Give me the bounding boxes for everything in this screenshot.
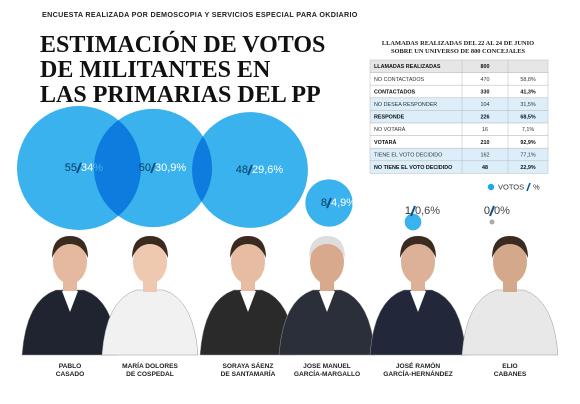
portrait-hair bbox=[52, 236, 88, 258]
table-row bbox=[369, 160, 549, 174]
table-cell: 226 bbox=[481, 115, 490, 121]
table-cell: 22,9% bbox=[520, 165, 535, 171]
bubble-percent: 0,6% bbox=[415, 205, 440, 217]
bubble-percent: 4,9% bbox=[331, 197, 356, 209]
legend-swatch bbox=[487, 183, 495, 191]
table-cell: TIENE EL VOTO DECIDIDO bbox=[374, 152, 442, 158]
table-cell: 7,1% bbox=[522, 127, 534, 133]
bubble-votes: 8 bbox=[321, 197, 327, 209]
bubble bbox=[404, 213, 422, 231]
portrait-head bbox=[53, 240, 87, 284]
candidate-name: MARÍA DOLORES bbox=[122, 361, 178, 370]
portrait-hair bbox=[230, 236, 266, 258]
portraits bbox=[21, 236, 559, 356]
bubble-slash bbox=[326, 197, 332, 209]
legend-label: VOTOS bbox=[498, 182, 524, 191]
table-cell: NO DESEA RESPONDER bbox=[374, 102, 437, 108]
portrait-head bbox=[310, 240, 344, 284]
kicker: ENCUESTA REALIZADA POR DEMOSCOPIA Y SERV… bbox=[42, 10, 358, 19]
candidate-name: DE SANTAMARÍA bbox=[221, 369, 276, 378]
portrait-shirt bbox=[410, 291, 426, 312]
bubble-votes: 0 bbox=[484, 205, 490, 217]
table-cell: 330 bbox=[481, 89, 490, 95]
bubble-percent: 0% bbox=[494, 205, 510, 217]
portrait-hair bbox=[132, 236, 168, 258]
portrait-body bbox=[278, 289, 376, 356]
table-cell: NO CONTACTADOS bbox=[374, 77, 425, 83]
table-cell: VOTARÁ bbox=[374, 139, 396, 146]
portrait-body bbox=[461, 289, 559, 356]
candidate-name: CASADO bbox=[56, 371, 85, 378]
table-cell: 77,1% bbox=[520, 152, 535, 158]
bubble-votes: 50 bbox=[139, 162, 151, 174]
bubble bbox=[489, 219, 495, 225]
table-cell: 210 bbox=[481, 140, 490, 146]
title-line: DE MILITANTES EN bbox=[40, 57, 271, 83]
candidate-name: CABANES bbox=[494, 371, 527, 378]
table-cell: LLAMADAS REALIZADAS bbox=[374, 64, 441, 70]
bubble-votes: 55 bbox=[65, 162, 77, 174]
table-caption: LLAMADAS REALIZADAS DEL 22 AL 24 DE JUNI… bbox=[382, 40, 534, 47]
candidate-name: GARCÍA-HERNÁNDEZ bbox=[383, 369, 453, 378]
title-line: ESTIMACIÓN DE VOTOS bbox=[40, 31, 325, 58]
legend-slash bbox=[526, 182, 531, 192]
portrait-head bbox=[493, 240, 527, 284]
table-cell: 470 bbox=[481, 77, 490, 83]
table-cell: 16 bbox=[482, 127, 488, 133]
bubble-percent: 30,9% bbox=[155, 162, 186, 174]
table-cell: 92,9% bbox=[520, 140, 535, 146]
table-cell: 104 bbox=[481, 102, 490, 108]
portrait-head bbox=[133, 240, 167, 284]
table-cell: 48 bbox=[482, 165, 488, 171]
bubble-votes: 1 bbox=[405, 205, 411, 217]
bubble-slash bbox=[247, 164, 253, 176]
bubble-slash bbox=[150, 162, 156, 174]
portrait-shirt bbox=[62, 291, 78, 312]
table-caption: SOBRE UN UNIVERSO DE 800 CONCEJALES bbox=[391, 48, 525, 55]
table-cell: NO VOTARÁ bbox=[374, 126, 406, 133]
portrait-hair bbox=[492, 236, 528, 258]
candidate-name: GARCÍA-MARGALLO bbox=[294, 369, 360, 378]
table-cell: CONTACTADOS bbox=[374, 89, 416, 95]
portrait-shirt bbox=[319, 291, 335, 312]
portrait-hair bbox=[400, 236, 436, 258]
table-cell: NO TIENE EL VOTO DECIDIDO bbox=[374, 165, 452, 171]
portrait-body bbox=[101, 289, 199, 356]
legend-label: % bbox=[533, 182, 540, 191]
table-cell: 800 bbox=[481, 64, 490, 70]
candidate-name: SORAYA SÁENZ bbox=[223, 361, 274, 370]
table-cell: 31,5% bbox=[520, 102, 535, 108]
candidate-name: JOSÉ RAMÓN bbox=[396, 361, 441, 370]
candidate-name: PABLO bbox=[59, 363, 82, 370]
title-line: LAS PRIMARIAS DEL PP bbox=[40, 82, 321, 108]
portrait-shirt bbox=[240, 291, 256, 312]
portrait-head bbox=[231, 240, 265, 284]
bubble-slash bbox=[76, 162, 82, 174]
candidate-name: DE COSPEDAL bbox=[126, 371, 174, 378]
table-cell: 41,3% bbox=[520, 89, 535, 95]
bubble-percent: 29,6% bbox=[252, 164, 283, 176]
table-cell: 58,8% bbox=[520, 77, 535, 83]
candidate-name: JOSE MANUEL bbox=[303, 363, 351, 370]
portrait-head bbox=[401, 240, 435, 284]
portrait-body bbox=[369, 289, 467, 356]
table-cell: RESPONDE bbox=[374, 115, 405, 121]
bubble-slash bbox=[410, 205, 416, 217]
portrait-hair bbox=[309, 236, 345, 258]
bubble-slash bbox=[489, 205, 495, 217]
table-cell: 162 bbox=[481, 152, 490, 158]
table-cell: 68,5% bbox=[520, 115, 535, 121]
bubble-votes: 48 bbox=[236, 164, 248, 176]
candidate-name: ELIO bbox=[502, 363, 517, 370]
